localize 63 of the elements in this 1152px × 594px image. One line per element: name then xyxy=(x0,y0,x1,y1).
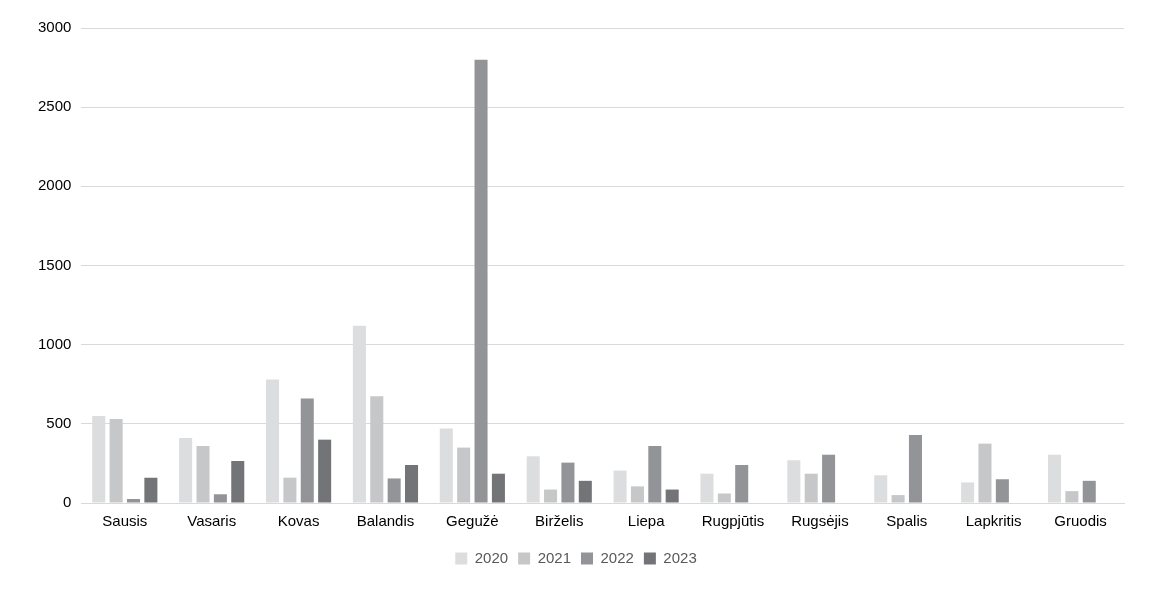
bar xyxy=(231,461,245,503)
bar xyxy=(978,443,992,503)
bar xyxy=(544,489,558,503)
bar xyxy=(474,59,488,503)
x-tick-label: Vasaris xyxy=(187,512,237,530)
x-tick-label: Gruodis xyxy=(1054,512,1107,530)
legend-label: 2022 xyxy=(600,548,634,566)
bar xyxy=(735,465,749,503)
x-tick-label: Kovas xyxy=(277,512,320,530)
y-tick-label: 1000 xyxy=(37,334,72,352)
bar xyxy=(804,473,818,503)
bar xyxy=(561,462,575,503)
bar xyxy=(318,439,332,503)
bar xyxy=(213,494,227,503)
bar xyxy=(439,428,453,503)
y-tick-label: 500 xyxy=(46,413,72,431)
x-tick-label: Spalis xyxy=(886,512,928,530)
x-tick-label: Lapkritis xyxy=(965,512,1022,530)
bar xyxy=(144,477,158,503)
bar xyxy=(370,396,384,503)
x-tick-label: Gegužė xyxy=(446,512,499,530)
bar xyxy=(283,477,297,503)
bar xyxy=(717,493,731,503)
x-tick-label: Balandis xyxy=(356,512,415,530)
bar xyxy=(387,478,401,503)
y-tick-label: 3000 xyxy=(37,18,72,36)
bar xyxy=(491,473,505,503)
x-tick-label: Birželis xyxy=(535,512,584,530)
bar xyxy=(665,489,679,503)
legend-label: 2021 xyxy=(537,548,572,566)
y-tick-label: 2000 xyxy=(37,176,72,194)
x-tick-label: Rugsėjis xyxy=(791,512,849,530)
legend-label: 2020 xyxy=(474,548,509,566)
bar xyxy=(961,482,975,503)
bar xyxy=(1047,454,1062,503)
y-tick-label: 0 xyxy=(63,493,72,511)
bar xyxy=(995,479,1009,503)
bar xyxy=(787,460,801,503)
bar xyxy=(630,486,644,503)
x-tick-label: Sausis xyxy=(102,512,148,530)
bar xyxy=(1065,491,1079,503)
bar xyxy=(648,446,662,503)
bar xyxy=(126,499,141,503)
bar xyxy=(613,470,627,503)
x-tick-label: Liepa xyxy=(627,512,666,530)
bar xyxy=(457,447,471,503)
x-tick-label: Rugpjūtis xyxy=(701,512,765,530)
y-tick-label: 2500 xyxy=(37,97,72,115)
bar xyxy=(405,465,419,503)
bar xyxy=(908,434,922,503)
y-tick-label: 1500 xyxy=(37,255,72,273)
legend-label: 2023 xyxy=(663,548,697,566)
bar xyxy=(196,446,210,503)
bar xyxy=(1082,480,1096,503)
bar xyxy=(109,419,123,503)
bar xyxy=(578,480,592,503)
bar xyxy=(179,438,193,503)
bar xyxy=(526,456,540,503)
bar xyxy=(822,454,836,503)
bar xyxy=(874,475,888,503)
bar xyxy=(700,473,714,503)
bar xyxy=(300,398,314,503)
bar xyxy=(891,495,905,503)
